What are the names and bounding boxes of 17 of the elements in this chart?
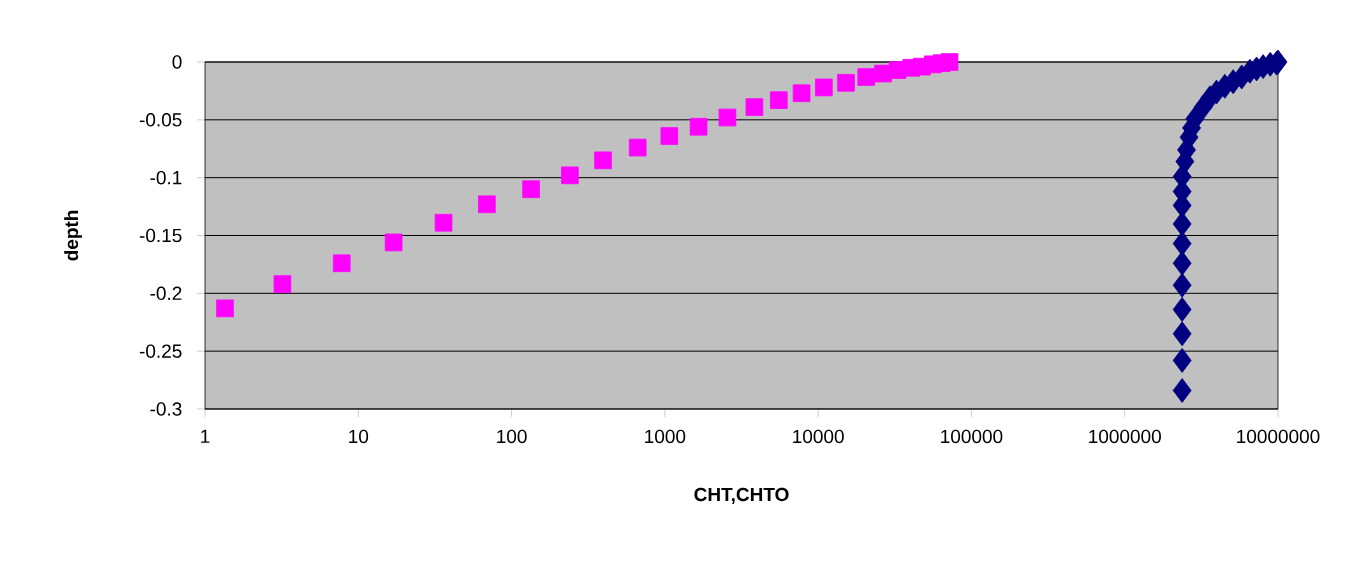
x-tick-label: 10 — [349, 429, 369, 444]
x-tick-label: 100 — [497, 429, 527, 444]
x-tick-label: 1000000 — [1089, 429, 1161, 444]
y-tick-label: -0.25 — [139, 344, 182, 358]
y-tick-label: -0.15 — [139, 228, 182, 243]
x-axis-title: CHT,CHTO — [694, 487, 789, 504]
x-tick-label: 10000 — [793, 429, 844, 444]
y-axis-title: depth — [64, 210, 82, 261]
y-tick-label: -0.05 — [139, 113, 182, 127]
y-tick-label: -0.3 — [150, 402, 182, 416]
x-tick-label: 1000 — [645, 429, 686, 444]
x-tick-label: 1 — [201, 429, 210, 443]
x-tick-label: 10000000 — [1237, 429, 1320, 444]
y-tick-label: 0 — [172, 55, 182, 69]
y-tick-label: -0.2 — [150, 286, 182, 301]
y-tick-label: -0.1 — [150, 170, 182, 185]
x-tick-label: 100000 — [941, 429, 1003, 444]
